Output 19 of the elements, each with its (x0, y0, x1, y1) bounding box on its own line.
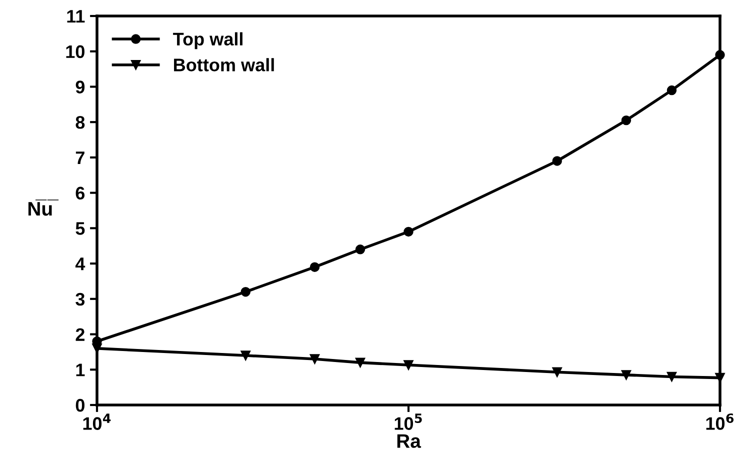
x-tick-label: 10$^{4}$ (83, 414, 111, 430)
y-tick-label: 8 (76, 116, 85, 129)
x-tick-label: 10$^{6}$ (706, 413, 734, 430)
y-tick-label: 3 (76, 292, 85, 306)
y-tick-label: 1 (76, 364, 85, 376)
y-tick-label: 2 (76, 328, 84, 341)
y-axis-title: N̅u̅ (28, 200, 59, 216)
y-tick-label: 10 (66, 45, 84, 58)
x-tick-label: 10$^{5}$ (394, 414, 422, 430)
legend-label: Top wall (173, 32, 242, 50)
y-tick-label: 11 (67, 10, 85, 23)
y-tick-label: 4 (75, 258, 86, 270)
x-axis-title: Ra (397, 434, 422, 448)
y-tick-label: 6 (76, 186, 85, 200)
y-tick-label: 0 (76, 398, 84, 412)
y-tick-label: 5 (76, 222, 85, 235)
y-tick-label: 9 (76, 80, 85, 94)
legend-label: Bottom wall (174, 58, 274, 72)
y-tick-label: 7 (76, 152, 84, 164)
